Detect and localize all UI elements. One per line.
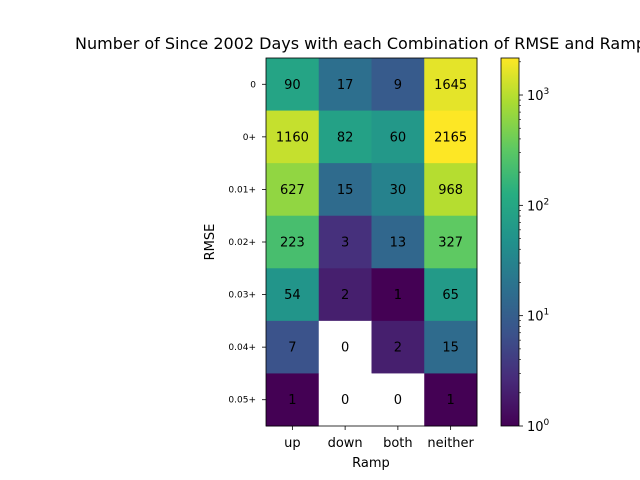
heatmap-cell (424, 163, 478, 217)
heatmap-cell (266, 215, 320, 269)
chart-title: Number of Since 2002 Days with each Comb… (75, 34, 640, 53)
heatmap-cell (424, 215, 478, 269)
x-tick-label: up (284, 436, 301, 451)
heatmap-cell (266, 320, 320, 374)
cell-value-label: 13 (390, 236, 407, 251)
cell-value-label: 9 (394, 78, 402, 93)
cell-value-label: 2165 (434, 130, 467, 145)
heatmap-cell (371, 215, 425, 269)
y-axis-label: RMSE (203, 224, 218, 261)
cell-value-label: 327 (438, 236, 463, 251)
y-tick-label: 0.01+ (228, 185, 256, 195)
heatmap-cell (371, 110, 425, 164)
y-tick-label: 0.05+ (228, 396, 256, 406)
colorbar-tick-label: 100 (527, 418, 550, 435)
colorbar-tick-label: 103 (527, 87, 549, 104)
heatmap-cell (318, 373, 372, 427)
heatmap-cell (424, 320, 478, 374)
cell-value-label: 627 (280, 183, 305, 198)
cell-value-label: 60 (390, 130, 407, 145)
cell-value-label: 65 (442, 288, 459, 303)
heatmap-cell (266, 268, 320, 322)
heatmap-cell (266, 163, 320, 217)
cell-value-label: 17 (337, 78, 354, 93)
cell-value-label: 1645 (434, 78, 467, 93)
cell-value-label: 2 (394, 341, 402, 356)
colorbar-tick-label: 102 (527, 197, 549, 214)
heatmap-cell (318, 215, 372, 269)
x-axis-label: Ramp (352, 456, 390, 471)
heatmap-cell (424, 268, 478, 322)
cell-value-label: 3 (341, 236, 349, 251)
heatmap-cell (371, 163, 425, 217)
y-tick-label: 0.02+ (228, 238, 256, 248)
heatmap-cell (266, 110, 320, 164)
cell-value-label: 1160 (276, 130, 309, 145)
heatmap-cell (318, 163, 372, 217)
cell-value-label: 0 (394, 393, 402, 408)
cell-value-label: 0 (341, 393, 349, 408)
colorbar-ticks: 100 101 102 103 (519, 61, 550, 435)
heatmap-cell (371, 373, 425, 427)
heatmap-cell (266, 373, 320, 427)
colorbar (500, 57, 520, 427)
x-tick-label: neither (427, 436, 474, 451)
cell-value-label: 2 (341, 288, 349, 303)
heatmap-cell (266, 58, 320, 112)
x-tick-label: both (383, 436, 413, 451)
cell-value-label: 223 (280, 236, 305, 251)
cell-value-label: 30 (390, 183, 407, 198)
cell-value-label: 0 (341, 341, 349, 356)
heatmap-cell (318, 268, 372, 322)
y-tick-label: 0.04+ (228, 343, 256, 353)
cell-value-label: 90 (284, 78, 301, 93)
y-tick-label: 0.03+ (228, 291, 256, 301)
colorbar-tick-label: 101 (527, 308, 549, 325)
y-axis-ticks: 0 0+ 0.01+ 0.02+ 0.03+ 0.04+ 0.05+ (228, 80, 266, 406)
heatmap-cell (371, 320, 425, 374)
cell-value-label: 968 (438, 183, 463, 198)
heatmap-cell (371, 268, 425, 322)
heatmap-cell (424, 58, 478, 112)
y-tick-label: 0+ (243, 133, 256, 143)
x-tick-label: down (328, 436, 363, 451)
heatmap-cell (318, 58, 372, 112)
heatmap-cells (266, 58, 478, 427)
heatmap-cell (424, 110, 478, 164)
cell-value-label: 1 (446, 393, 454, 408)
heatmap-cell (318, 320, 372, 374)
cell-value-label: 7 (288, 341, 296, 356)
cell-value-label: 15 (337, 183, 354, 198)
cell-value-label: 82 (337, 130, 354, 145)
heatmap-cell (424, 373, 478, 427)
cell-value-label: 54 (284, 288, 301, 303)
x-axis-ticks: up down both neither (284, 426, 475, 451)
cell-value-label: 1 (394, 288, 402, 303)
heatmap-cell (371, 58, 425, 112)
cell-value-label: 1 (288, 393, 296, 408)
heatmap-cell (318, 110, 372, 164)
y-tick-label: 0 (250, 80, 256, 90)
cell-value-label: 15 (442, 341, 459, 356)
